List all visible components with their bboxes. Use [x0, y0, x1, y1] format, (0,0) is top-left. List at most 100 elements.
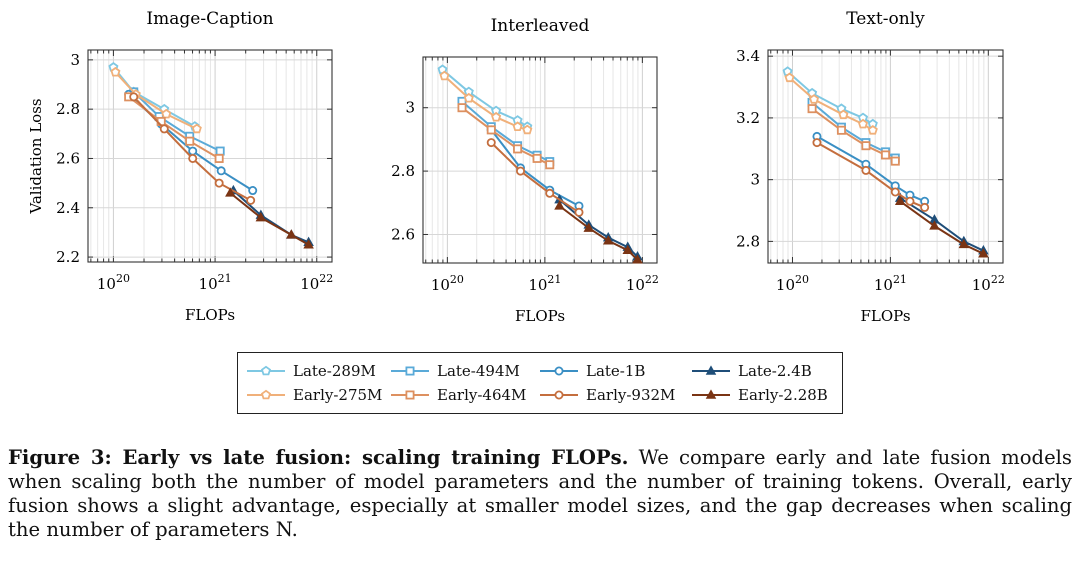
data-point [129, 92, 139, 102]
x-tick-label: 1022 [626, 273, 659, 294]
x-tick-label: 1021 [199, 272, 232, 293]
data-point [545, 188, 555, 198]
x-axis-label: FLOPs [515, 307, 565, 325]
legend-label: Late-289M [293, 362, 376, 380]
legend-swatch [391, 366, 429, 376]
chart-panel-1: 2.2 2.4 2.6 2.8 3 1020 1021 1022 Image-Caption FL… [27, 9, 333, 324]
legend-swatch [391, 390, 429, 400]
legend-label: Early-2.28B [738, 386, 828, 404]
legend-swatch [692, 389, 730, 399]
data-point [812, 138, 822, 148]
series-line [899, 200, 984, 255]
legend-swatch [247, 365, 285, 376]
legend-item-early-932m: Early-932M [538, 384, 675, 406]
y-tick-label: 2.8 [736, 232, 760, 250]
data-point [881, 150, 891, 160]
legend-marker [405, 390, 415, 400]
data-point [159, 124, 169, 134]
data-point [978, 248, 989, 258]
series-early-275m [784, 72, 878, 135]
chart-panel-3: 2.8 3 3.2 3.4 1020 1021 1022 Text-only FLOPs [736, 9, 1005, 325]
data-point [463, 92, 474, 103]
charts-figure: 2.2 2.4 2.6 2.8 3 1020 1021 1022 Image-Caption FL… [27, 9, 1005, 325]
data-point [583, 222, 595, 232]
data-point [516, 166, 526, 176]
x-axis-label: FLOPs [185, 306, 235, 324]
legend-marker [260, 389, 272, 400]
series-line [114, 71, 198, 130]
data-point [861, 141, 871, 151]
data-point [905, 196, 915, 206]
series-early-932m [486, 138, 584, 217]
data-point [861, 165, 871, 175]
data-point [248, 186, 258, 196]
data-point [188, 153, 198, 163]
data-point [439, 70, 450, 81]
series-line [229, 192, 310, 246]
series-line [899, 197, 984, 252]
series-early-932m [129, 92, 256, 205]
data-point [890, 187, 900, 197]
legend-item-late-494m: Late-494M [389, 360, 520, 382]
caption-text: We compare early and late fusion models … [8, 446, 1072, 541]
data-point [225, 187, 236, 197]
legend-label: Early-464M [437, 386, 527, 404]
series-early-464m [807, 104, 900, 166]
data-point [214, 178, 224, 188]
data-point [867, 124, 878, 135]
data-point [890, 156, 900, 166]
data-point [602, 235, 614, 245]
series-early-2.28b [225, 187, 314, 249]
legend-swatch [247, 389, 285, 400]
data-point [808, 94, 820, 104]
legend-marker [554, 390, 564, 400]
data-point [215, 146, 225, 156]
data-point [286, 229, 297, 239]
y-axis-label: Validation Loss [27, 98, 45, 214]
data-point [554, 200, 565, 210]
x-tick-label: 1020 [97, 272, 130, 293]
data-point [522, 124, 533, 135]
data-point [512, 121, 523, 132]
data-point [807, 104, 817, 114]
data-point [110, 66, 121, 77]
legend-marker [260, 365, 272, 376]
data-point [216, 166, 226, 176]
legend-swatch [540, 390, 578, 400]
series-line [133, 91, 221, 152]
data-point [622, 244, 634, 255]
legend-swatch [692, 365, 730, 375]
legend-item-early-464m: Early-464M [389, 384, 526, 406]
series-early-275m [110, 66, 202, 134]
y-tick-label: 3.4 [736, 47, 760, 65]
data-point [838, 109, 849, 120]
data-point [632, 254, 643, 264]
legend-item-late-289m: Late-289M [245, 360, 376, 382]
x-tick-label: 1022 [972, 273, 1005, 294]
legend-label: Late-494M [437, 362, 520, 380]
data-point [784, 72, 795, 83]
y-tick-label: 3 [750, 171, 760, 189]
plot-frame [422, 56, 658, 264]
series-line [232, 189, 309, 244]
plot-frame [87, 49, 333, 263]
x-tick-label: 1022 [300, 272, 333, 293]
data-point [486, 125, 496, 135]
plot-frame [767, 49, 1004, 264]
data-point [191, 123, 202, 134]
series-early-2.28b [554, 200, 643, 264]
data-point [958, 238, 970, 249]
series-early-464m [457, 103, 555, 170]
y-tick-label: 3.2 [736, 109, 760, 127]
data-point [929, 220, 940, 230]
series-early-464m [124, 92, 224, 163]
y-tick-label: 2.8 [56, 100, 80, 118]
data-point [255, 212, 267, 222]
data-point [894, 195, 906, 205]
data-point [532, 153, 542, 163]
x-tick-label: 1020 [776, 273, 809, 294]
y-tick-label: 2.4 [56, 199, 80, 217]
series-line [490, 129, 580, 207]
y-tick-label: 2.6 [56, 149, 80, 167]
y-tick-label: 3 [405, 99, 415, 117]
